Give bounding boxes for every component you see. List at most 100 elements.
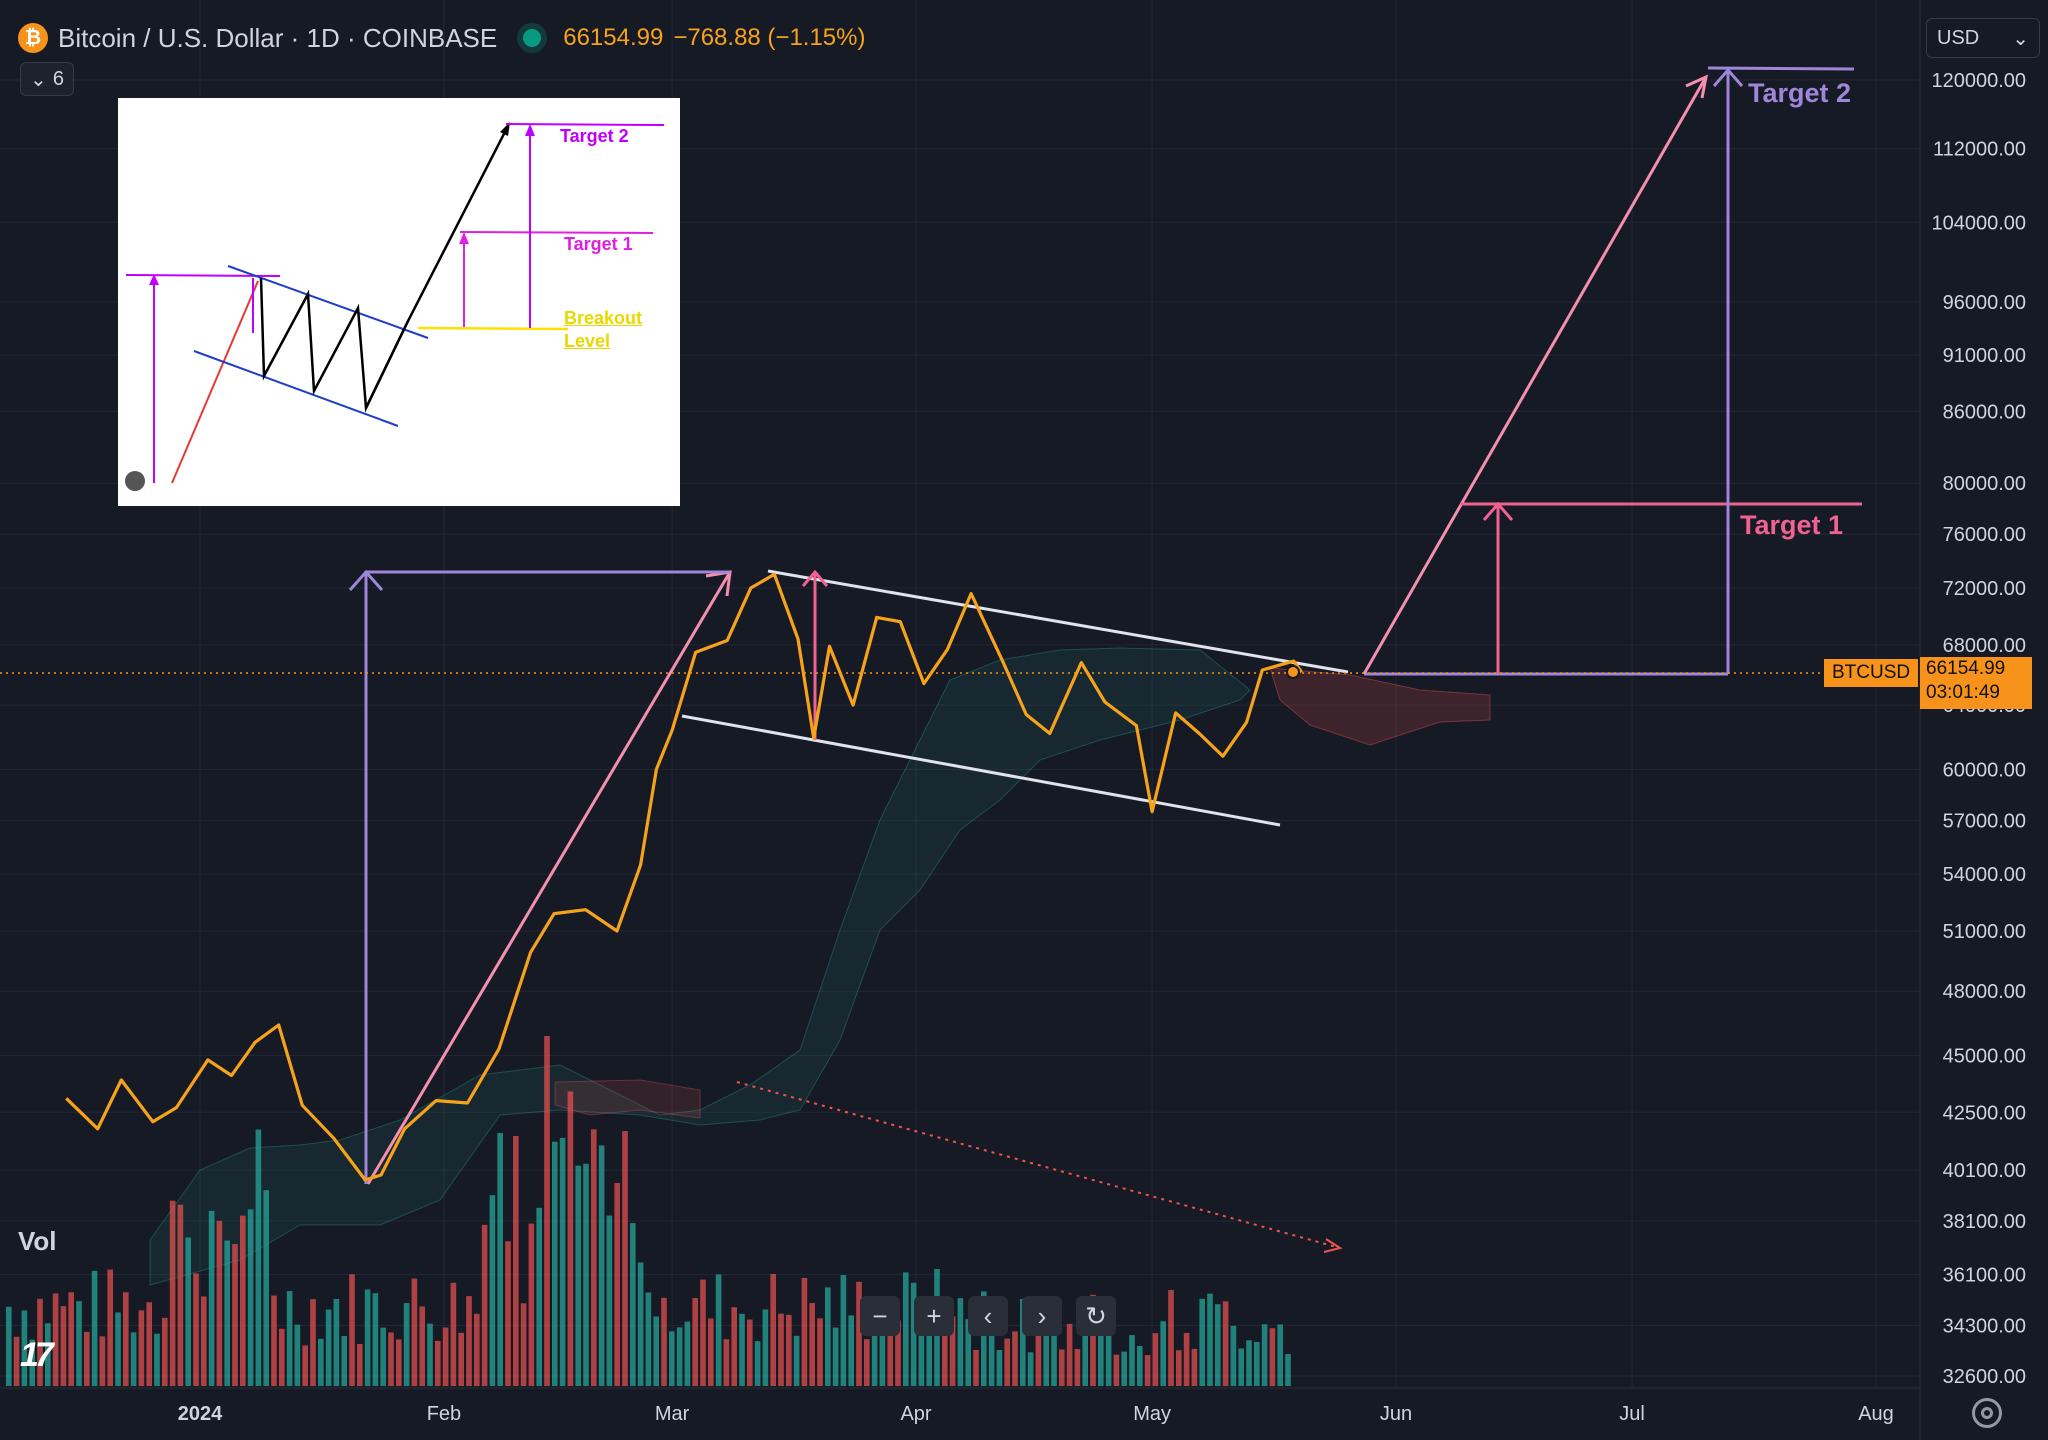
y-tick-label: 48000.00 xyxy=(1943,981,2026,1003)
volume-bar xyxy=(255,1129,262,1386)
zoom-in-button[interactable]: + xyxy=(914,1296,954,1336)
bitcoin-icon: ₿ xyxy=(18,23,48,53)
volume-bar xyxy=(138,1310,145,1386)
reset-chart-button[interactable]: ↻ xyxy=(1076,1296,1116,1336)
target1-label: Target 1 xyxy=(1740,510,1844,540)
volume-bar xyxy=(1168,1289,1174,1386)
volume-bar xyxy=(1137,1345,1143,1386)
scroll-back-button[interactable]: ‹ xyxy=(968,1296,1008,1336)
currency-selector[interactable]: USD ⌄ xyxy=(1926,18,2040,58)
volume-bar xyxy=(1222,1301,1229,1386)
symbol-price-tag: BTCUSD xyxy=(1824,659,1919,687)
volume-bar xyxy=(895,1320,901,1386)
symbol-title[interactable]: Bitcoin / U.S. Dollar · 1D · COINBASE xyxy=(58,22,498,53)
time-axis[interactable]: 2024 Feb Mar Apr May Jun Jul Aug xyxy=(178,1403,1894,1425)
volume-bar xyxy=(427,1323,433,1386)
volume-bar xyxy=(1066,1323,1073,1386)
volume-bar xyxy=(21,1310,28,1386)
y-tick-label: 45000.00 xyxy=(1943,1045,2026,1067)
target2-label: Target 2 xyxy=(1748,78,1852,108)
volume-bar xyxy=(208,1210,215,1386)
volume-bar xyxy=(450,1282,457,1386)
volume-bar xyxy=(52,1293,59,1386)
volume-bar xyxy=(848,1315,854,1386)
y-tick-label: 120000.00 xyxy=(1931,70,2026,92)
volume-bar xyxy=(1129,1335,1135,1386)
volume-bar xyxy=(1152,1333,1159,1386)
price-series xyxy=(65,572,1303,1182)
volume-bar xyxy=(474,1313,480,1386)
volume-bar xyxy=(645,1292,652,1386)
volume-bar xyxy=(887,1323,893,1386)
volume-bar xyxy=(29,1339,35,1386)
volume-bar xyxy=(1160,1321,1166,1386)
volume-bar xyxy=(263,1190,269,1386)
volume-bar xyxy=(45,1323,51,1386)
volume-bar xyxy=(653,1316,659,1386)
volume-bar xyxy=(520,1303,527,1386)
volume-bar xyxy=(1074,1349,1081,1386)
volume-bar xyxy=(567,1091,574,1386)
volume-bar xyxy=(1043,1319,1049,1386)
volume-bar xyxy=(622,1131,628,1386)
volume-bar xyxy=(544,1036,550,1386)
volume-bar xyxy=(185,1237,191,1386)
projection-arrowhead xyxy=(1685,74,1709,99)
target2-horizontal xyxy=(1707,66,1855,71)
volume-bar xyxy=(325,1309,332,1386)
volume-bar xyxy=(341,1335,347,1386)
volume-bar xyxy=(232,1244,238,1386)
volume-bar xyxy=(793,1335,800,1386)
volume-bar xyxy=(419,1306,425,1386)
volume-bar xyxy=(1254,1341,1260,1386)
chart-controls: − + ‹ › ↻ xyxy=(860,1296,1116,1336)
indicators-toggle[interactable]: ⌄ 6 xyxy=(20,62,74,96)
price-line xyxy=(65,572,1303,1182)
volume-bar xyxy=(996,1349,1003,1386)
volume-bar xyxy=(1144,1355,1151,1386)
header-change: −768.88 (−1.15%) xyxy=(673,24,866,51)
volume-bar xyxy=(1105,1303,1112,1386)
volume-bar xyxy=(926,1335,932,1386)
scroll-forward-button[interactable]: › xyxy=(1022,1296,1062,1336)
y-tick-label: 42500.00 xyxy=(1943,1102,2026,1124)
y-tick-label: 36100.00 xyxy=(1943,1265,2026,1287)
volume-bar xyxy=(364,1289,371,1386)
y-tick-label: 68000.00 xyxy=(1943,635,2026,657)
x-tick-label: Aug xyxy=(1858,1403,1894,1425)
volume-bar xyxy=(1012,1331,1018,1386)
x-tick-label: Jun xyxy=(1380,1403,1412,1425)
y-tick-label: 72000.00 xyxy=(1943,578,2026,600)
volume-bar xyxy=(864,1339,870,1386)
tradingview-logo[interactable]: 17 xyxy=(20,1336,54,1374)
volume-bar xyxy=(708,1318,714,1386)
volume-bar xyxy=(536,1207,542,1386)
volume-bar xyxy=(123,1292,129,1386)
volume-bar xyxy=(988,1324,995,1386)
analysis-drawings xyxy=(348,66,1862,1253)
gear-icon[interactable] xyxy=(1972,1398,2002,1428)
volume-bar xyxy=(754,1341,761,1386)
y-tick-label: 34300.00 xyxy=(1943,1315,2026,1337)
volume-bar xyxy=(310,1299,316,1386)
volume-bar xyxy=(466,1296,472,1386)
volume-bar xyxy=(201,1296,207,1386)
bar-countdown: 03:01:49 xyxy=(1926,682,2000,703)
volume-bar xyxy=(731,1307,737,1386)
y-tick-label: 54000.00 xyxy=(1943,864,2026,886)
volume-bar xyxy=(357,1344,363,1386)
zoom-out-button[interactable]: − xyxy=(860,1296,900,1336)
volume-bar xyxy=(801,1277,808,1386)
volume-bar xyxy=(271,1295,277,1386)
volume-bar xyxy=(606,1215,613,1386)
projection-line xyxy=(1362,76,1708,675)
price-axis[interactable]: 120000.00 112000.00 104000.00 96000.00 91000… xyxy=(1931,70,2026,1388)
volume-bar xyxy=(700,1279,706,1386)
flagpole-line xyxy=(366,571,732,1185)
volume-bar xyxy=(825,1287,831,1386)
volume-bar xyxy=(973,1349,979,1386)
volume-bar xyxy=(513,1136,519,1386)
volume-bar xyxy=(598,1145,605,1386)
flag-measure-arrowhead xyxy=(801,569,829,587)
